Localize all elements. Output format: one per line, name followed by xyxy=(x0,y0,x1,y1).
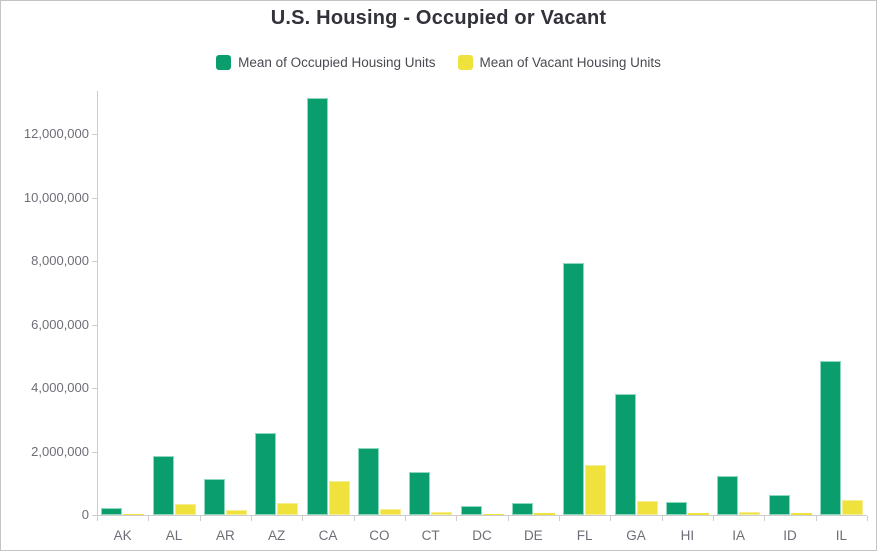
x-axis-tick xyxy=(559,516,560,521)
x-axis-tick xyxy=(405,516,406,521)
chart-title: U.S. Housing - Occupied or Vacant xyxy=(270,7,607,29)
x-category-label-DC: DC xyxy=(472,528,492,543)
y-axis-tick-label: 0 xyxy=(81,507,89,522)
x-category-label-FL: FL xyxy=(576,528,593,543)
bar-occupied-AK[interactable] xyxy=(101,508,123,515)
y-axis-tick-label: 6,000,000 xyxy=(31,316,89,332)
bar-vacant-ID[interactable] xyxy=(790,513,812,515)
y-axis-tick xyxy=(92,197,97,199)
bar-vacant-IL[interactable] xyxy=(841,500,863,515)
legend-swatch-icon xyxy=(457,55,473,70)
bar-vacant-AZ[interactable] xyxy=(277,503,299,515)
legend-item-label: Mean of Vacant Housing Units xyxy=(479,55,661,70)
bar-occupied-IA[interactable] xyxy=(717,476,739,515)
x-axis-tick xyxy=(507,516,509,521)
bar-occupied-AR[interactable] xyxy=(203,479,225,515)
bar-vacant-DC[interactable] xyxy=(482,514,504,515)
bar-vacant-DE[interactable] xyxy=(533,513,555,515)
x-axis-tick xyxy=(867,516,868,521)
x-axis-tick xyxy=(610,516,612,521)
x-axis-tick xyxy=(764,516,766,521)
x-category-label-AZ: AZ xyxy=(268,528,286,543)
x-category-label-CO: CO xyxy=(369,528,390,543)
y-axis-tick xyxy=(92,451,97,453)
bar-occupied-CA[interactable] xyxy=(306,98,328,515)
bar-vacant-GA[interactable] xyxy=(636,501,658,515)
x-category-label-ID: ID xyxy=(783,528,797,543)
chart-legend: Mean of Occupied Housing Units Mean of Va… xyxy=(1,55,876,70)
legend-item-label: Mean of Occupied Housing Units xyxy=(238,55,436,70)
x-axis-tick xyxy=(97,516,98,521)
y-axis-tick xyxy=(92,261,97,263)
bar-occupied-HI[interactable] xyxy=(665,502,687,515)
x-axis-tick xyxy=(353,516,355,521)
x-category-label-AL: AL xyxy=(165,528,183,543)
legend-swatch-icon xyxy=(216,55,232,70)
x-axis-tick xyxy=(661,516,663,521)
y-axis-line xyxy=(97,91,98,515)
x-axis-tick xyxy=(199,516,201,521)
x-axis-line xyxy=(97,515,867,516)
y-axis-tick-label: 10,000,000 xyxy=(23,189,89,205)
x-category-label-IA: IA xyxy=(732,528,746,543)
x-axis-tick xyxy=(456,516,458,521)
bar-occupied-GA[interactable] xyxy=(614,394,636,515)
bar-vacant-FL[interactable] xyxy=(585,465,607,515)
bar-occupied-IL[interactable] xyxy=(819,361,841,515)
bar-occupied-AL[interactable] xyxy=(152,456,174,515)
x-axis-tick xyxy=(302,516,304,521)
x-axis-tick xyxy=(713,516,714,521)
x-category-label-AR: AR xyxy=(215,528,235,543)
bar-occupied-ID[interactable] xyxy=(768,495,790,515)
bar-occupied-DC[interactable] xyxy=(460,506,482,515)
bar-occupied-CT[interactable] xyxy=(409,472,431,515)
bar-occupied-CO[interactable] xyxy=(357,448,379,515)
x-category-label-AK: AK xyxy=(113,528,132,543)
y-axis-tick xyxy=(92,134,97,136)
y-axis-tick-label: 12,000,000 xyxy=(23,126,89,142)
bar-vacant-CO[interactable] xyxy=(379,509,401,515)
bar-occupied-FL[interactable] xyxy=(563,263,585,515)
x-category-label-DE: DE xyxy=(523,528,543,543)
bar-occupied-AZ[interactable] xyxy=(255,433,277,515)
y-axis-tick xyxy=(92,324,97,326)
y-axis-tick-label: 8,000,000 xyxy=(31,253,89,269)
x-category-label-CT: CT xyxy=(421,528,440,543)
bar-occupied-DE[interactable] xyxy=(511,503,533,515)
y-axis-tick xyxy=(92,388,97,390)
bar-vacant-AK[interactable] xyxy=(123,514,145,515)
x-axis-tick xyxy=(251,516,252,521)
x-category-label-CA: CA xyxy=(318,528,338,543)
bar-vacant-IA[interactable] xyxy=(739,512,761,515)
bar-vacant-CT[interactable] xyxy=(431,512,453,515)
bar-vacant-AR[interactable] xyxy=(225,510,247,515)
y-axis-tick xyxy=(92,515,97,516)
bar-vacant-HI[interactable] xyxy=(687,513,709,515)
x-category-label-HI: HI xyxy=(680,528,695,543)
bar-vacant-CA[interactable] xyxy=(328,481,350,515)
x-category-label-GA: GA xyxy=(626,528,646,543)
y-axis-tick-label: 4,000,000 xyxy=(31,380,89,396)
x-category-label-IL: IL xyxy=(835,528,847,543)
bar-vacant-AL[interactable] xyxy=(174,504,196,515)
x-axis-tick xyxy=(148,516,150,521)
y-axis-tick-label: 2,000,000 xyxy=(31,443,89,459)
x-axis-tick xyxy=(815,516,817,521)
legend-item-vacant[interactable]: Mean of Vacant Housing Units xyxy=(457,55,661,70)
legend-item-occupied[interactable]: Mean of Occupied Housing Units xyxy=(216,55,436,70)
